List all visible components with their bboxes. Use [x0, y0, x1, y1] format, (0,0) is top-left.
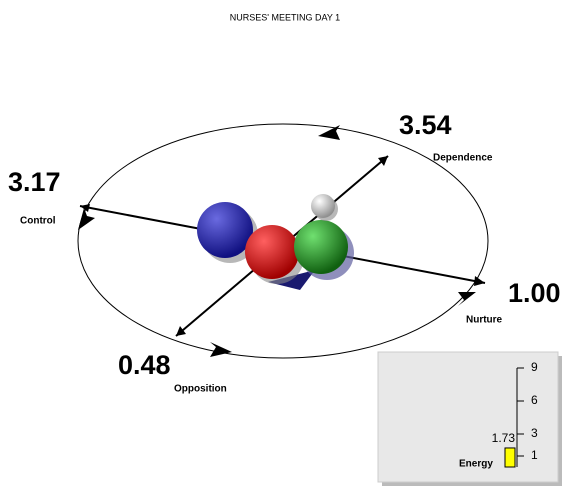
dimension-label: Dependence — [433, 153, 493, 164]
gauge-value: 1.73 — [492, 431, 516, 445]
gauge-label: Energy — [459, 459, 493, 470]
dimension-label: Opposition — [174, 384, 227, 395]
dimension-value: 0.48 — [118, 350, 171, 380]
tick-label: 9 — [531, 360, 538, 374]
dimension-value: 3.54 — [399, 110, 452, 140]
gauge-bar — [505, 448, 515, 467]
title: NURSES' MEETING DAY 1 — [230, 12, 340, 22]
dimension-value: 3.17 — [8, 167, 61, 197]
tick-label: 6 — [531, 393, 538, 407]
tick-label: 3 — [531, 426, 538, 440]
dimension-label: Nurture — [466, 315, 503, 326]
tick-label: 1 — [531, 448, 538, 462]
dimension-value: 1.00 — [508, 278, 561, 308]
dimension-label: Control — [20, 216, 56, 227]
page: NURSES' MEETING DAY 1 3.54 Dependence 3.… — [0, 0, 571, 488]
spheres — [197, 194, 354, 290]
